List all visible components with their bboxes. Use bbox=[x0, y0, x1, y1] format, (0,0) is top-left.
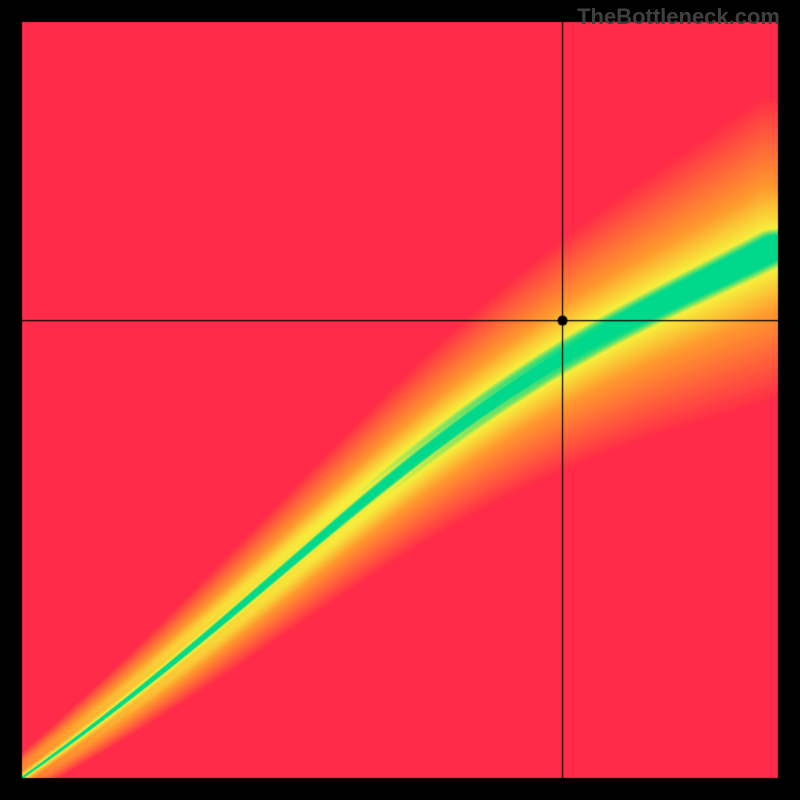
chart-container: TheBottleneck.com bbox=[0, 0, 800, 800]
bottleneck-heatmap-canvas bbox=[0, 0, 800, 800]
watermark-text: TheBottleneck.com bbox=[577, 4, 780, 30]
